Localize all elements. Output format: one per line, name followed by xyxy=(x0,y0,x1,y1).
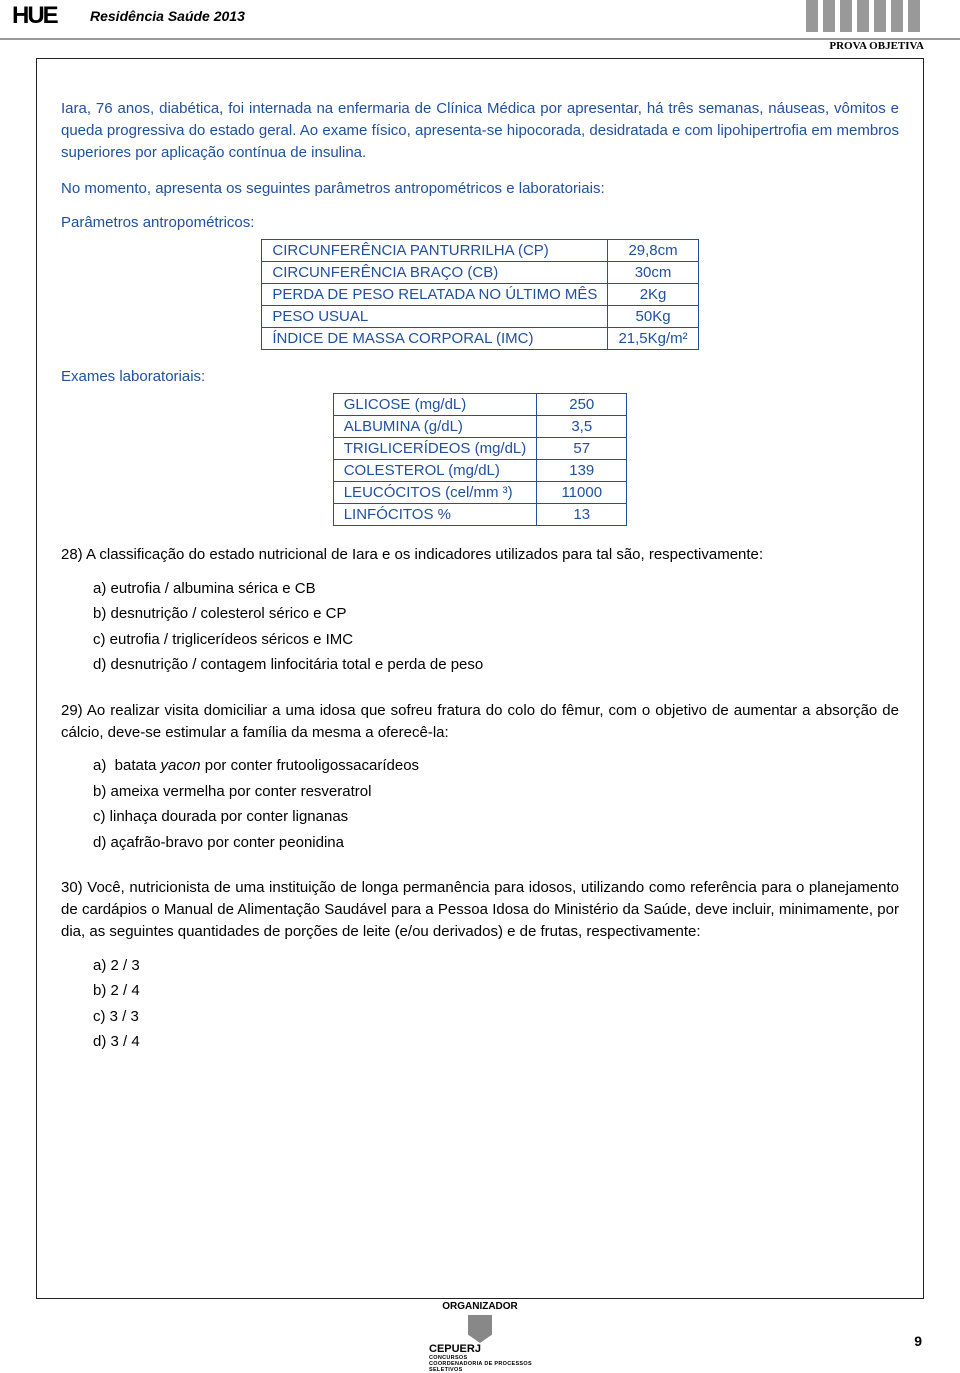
value-cell: 2Kg xyxy=(608,284,698,306)
table-row: LINFÓCITOS % 13 xyxy=(333,504,627,526)
param-cell: PESO USUAL xyxy=(262,306,608,328)
value-cell: 57 xyxy=(537,438,627,460)
choice-text: a) batata yacon por conter frutooligossa… xyxy=(93,757,419,774)
footer-logo-text: CEPUERJ CONCURSOS COORDENADORIA DE PROCE… xyxy=(429,1343,535,1373)
question-30-choices: a) 2 / 3 b) 2 / 4 c) 3 / 3 d) 3 / 4 xyxy=(61,953,899,1055)
param-cell: LINFÓCITOS % xyxy=(333,504,537,526)
clinical-case-paragraph-1: Iara, 76 anos, diabética, foi internada … xyxy=(61,98,899,163)
param-cell: TRIGLICERÍDEOS (mg/dL) xyxy=(333,438,537,460)
question-28-choices: a) eutrofia / albumina sérica e CB b) de… xyxy=(61,576,899,678)
page-number: 9 xyxy=(914,1333,922,1349)
header-title: Residência Saúde 2013 xyxy=(90,8,245,24)
value-cell: 3,5 xyxy=(537,416,627,438)
clinical-case-paragraph-2: No momento, apresenta os seguintes parâm… xyxy=(61,178,899,200)
shield-icon xyxy=(468,1315,492,1343)
question-29-text: 29) Ao realizar visita domiciliar a uma … xyxy=(61,700,899,744)
choice-b: b) 2 / 4 xyxy=(89,978,899,1004)
choice-d: d) 3 / 4 xyxy=(89,1029,899,1055)
choice-a: a) eutrofia / albumina sérica e CB xyxy=(89,576,899,602)
lab-tests-label: Exames laboratoriais: xyxy=(61,368,899,385)
value-cell: 29,8cm xyxy=(608,240,698,262)
value-cell: 13 xyxy=(537,504,627,526)
question-30-text: 30) Você, nutricionista de uma instituiç… xyxy=(61,877,899,942)
value-cell: 139 xyxy=(537,460,627,482)
param-cell: ÍNDICE DE MASSA CORPORAL (IMC) xyxy=(262,328,608,350)
param-cell: LEUCÓCITOS (cel/mm ³) xyxy=(333,482,537,504)
footer-logo-big: CEPUERJ xyxy=(429,1343,535,1355)
header-bars-decoration xyxy=(806,0,920,32)
param-cell: COLESTEROL (mg/dL) xyxy=(333,460,537,482)
value-cell: 21,5Kg/m² xyxy=(608,328,698,350)
page-content-frame: Iara, 76 anos, diabética, foi internada … xyxy=(36,58,924,1299)
value-cell: 250 xyxy=(537,394,627,416)
header-logo: HUE xyxy=(12,2,57,30)
footer-logo-small-2: COORDENADORIA DE PROCESSOS SELETIVOS xyxy=(429,1361,535,1373)
question-29-choices: a) batata yacon por conter frutooligossa… xyxy=(61,753,899,855)
table-row: GLICOSE (mg/dL) 250 xyxy=(333,394,627,416)
value-cell: 30cm xyxy=(608,262,698,284)
choice-c: c) 3 / 3 xyxy=(89,1004,899,1030)
value-cell: 50Kg xyxy=(608,306,698,328)
choice-d: d) desnutrição / contagem linfocitária t… xyxy=(89,652,899,678)
table-row: ALBUMINA (g/dL) 3,5 xyxy=(333,416,627,438)
choice-b: b) ameixa vermelha por conter resveratro… xyxy=(89,779,899,805)
footer-logo: CEPUERJ CONCURSOS COORDENADORIA DE PROCE… xyxy=(425,1315,535,1345)
param-cell: PERDA DE PESO RELATADA NO ÚLTIMO MÊS xyxy=(262,284,608,306)
value-cell: 11000 xyxy=(537,482,627,504)
anthropometric-table: CIRCUNFERÊNCIA PANTURRILHA (CP) 29,8cm C… xyxy=(261,239,698,350)
param-cell: CIRCUNFERÊNCIA PANTURRILHA (CP) xyxy=(262,240,608,262)
table-row: LEUCÓCITOS (cel/mm ³) 11000 xyxy=(333,482,627,504)
param-cell: ALBUMINA (g/dL) xyxy=(333,416,537,438)
table-row: PESO USUAL 50Kg xyxy=(262,306,698,328)
table-row: PERDA DE PESO RELATADA NO ÚLTIMO MÊS 2Kg xyxy=(262,284,698,306)
table-row: CIRCUNFERÊNCIA PANTURRILHA (CP) 29,8cm xyxy=(262,240,698,262)
anthro-params-label: Parâmetros antropométricos: xyxy=(61,214,899,231)
choice-b: b) desnutrição / colesterol sérico e CP xyxy=(89,601,899,627)
organizer-label: ORGANIZADOR xyxy=(0,1301,960,1312)
param-cell: GLICOSE (mg/dL) xyxy=(333,394,537,416)
choice-a: a) batata yacon por conter frutooligossa… xyxy=(89,753,899,779)
laboratory-table: GLICOSE (mg/dL) 250 ALBUMINA (g/dL) 3,5 … xyxy=(333,393,628,526)
choice-d: d) açafrão-bravo por conter peonidina xyxy=(89,830,899,856)
page-header: HUE Residência Saúde 2013 xyxy=(0,0,960,40)
question-28-text: 28) A classificação do estado nutriciona… xyxy=(61,544,899,566)
table-row: CIRCUNFERÊNCIA BRAÇO (CB) 30cm xyxy=(262,262,698,284)
choice-c: c) linhaça dourada por conter lignanas xyxy=(89,804,899,830)
choice-a: a) 2 / 3 xyxy=(89,953,899,979)
table-row: COLESTEROL (mg/dL) 139 xyxy=(333,460,627,482)
param-cell: CIRCUNFERÊNCIA BRAÇO (CB) xyxy=(262,262,608,284)
table-row: ÍNDICE DE MASSA CORPORAL (IMC) 21,5Kg/m² xyxy=(262,328,698,350)
table-row: TRIGLICERÍDEOS (mg/dL) 57 xyxy=(333,438,627,460)
page-footer: ORGANIZADOR CEPUERJ CONCURSOS COORDENADO… xyxy=(0,1301,960,1345)
exam-type-label: PROVA OBJETIVA xyxy=(829,40,924,52)
choice-c: c) eutrofia / triglicerídeos séricos e I… xyxy=(89,627,899,653)
